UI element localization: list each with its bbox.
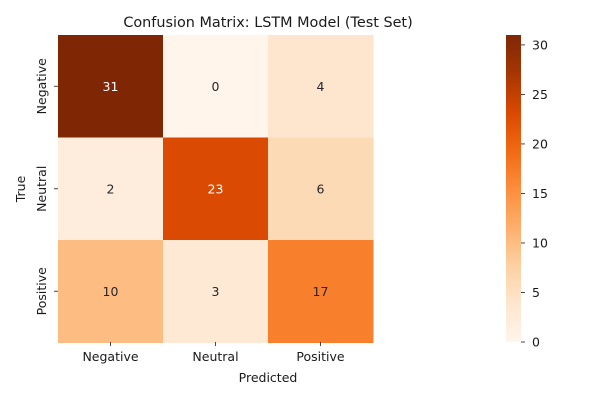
colorbar-tick-label: 25	[532, 87, 548, 102]
y-axis-label: True	[13, 175, 28, 203]
colorbar-tick-label: 30	[532, 37, 548, 52]
colorbar	[506, 35, 521, 342]
heatmap-cell	[268, 240, 374, 343]
cell-value-label: 23	[208, 181, 224, 196]
heatmap-cell	[268, 137, 374, 241]
x-tick-label: Positive	[296, 349, 344, 364]
colorbar-tick-label: 0	[532, 335, 540, 350]
heatmap-cells: 31 0 4 2 23 6 10 3 17	[58, 35, 374, 343]
cell-value-label: 3	[212, 284, 220, 299]
cell-value-label: 2	[107, 181, 115, 196]
y-tick-label: Positive	[34, 267, 49, 315]
cell-value-label: 10	[103, 284, 119, 299]
cell-value-label: 4	[317, 79, 325, 94]
heatmap-cell	[163, 240, 269, 343]
chart-title: Confusion Matrix: LSTM Model (Test Set)	[123, 15, 412, 31]
cell-value-label: 0	[212, 79, 220, 94]
colorbar-tick-label: 15	[532, 186, 548, 201]
heatmap-cell	[163, 137, 269, 241]
cell-value-label: 6	[317, 181, 325, 196]
x-axis-ticks: Negative Neutral Positive	[82, 342, 345, 364]
colorbar-tick-label: 5	[532, 285, 540, 300]
y-axis-ticks: Negative Neutral Positive	[34, 58, 58, 315]
heatmap-cell	[58, 35, 164, 138]
heatmap-cell	[58, 240, 164, 343]
cell-value-label: 17	[313, 284, 329, 299]
x-tick-label: Neutral	[192, 349, 238, 364]
colorbar-tick-label: 20	[532, 136, 548, 151]
x-axis-label: Predicted	[239, 370, 298, 385]
heatmap-cell	[163, 35, 269, 138]
colorbar-tick-label: 10	[532, 235, 548, 250]
y-tick-label: Neutral	[34, 166, 49, 212]
y-tick-label: Negative	[34, 58, 49, 114]
cell-value-label: 31	[103, 79, 119, 94]
x-tick-label: Negative	[82, 349, 138, 364]
heatmap-cell	[58, 137, 164, 241]
heatmap-cell	[268, 35, 374, 138]
colorbar-ticks: 0 5 10 15 20 25 30	[521, 37, 548, 350]
